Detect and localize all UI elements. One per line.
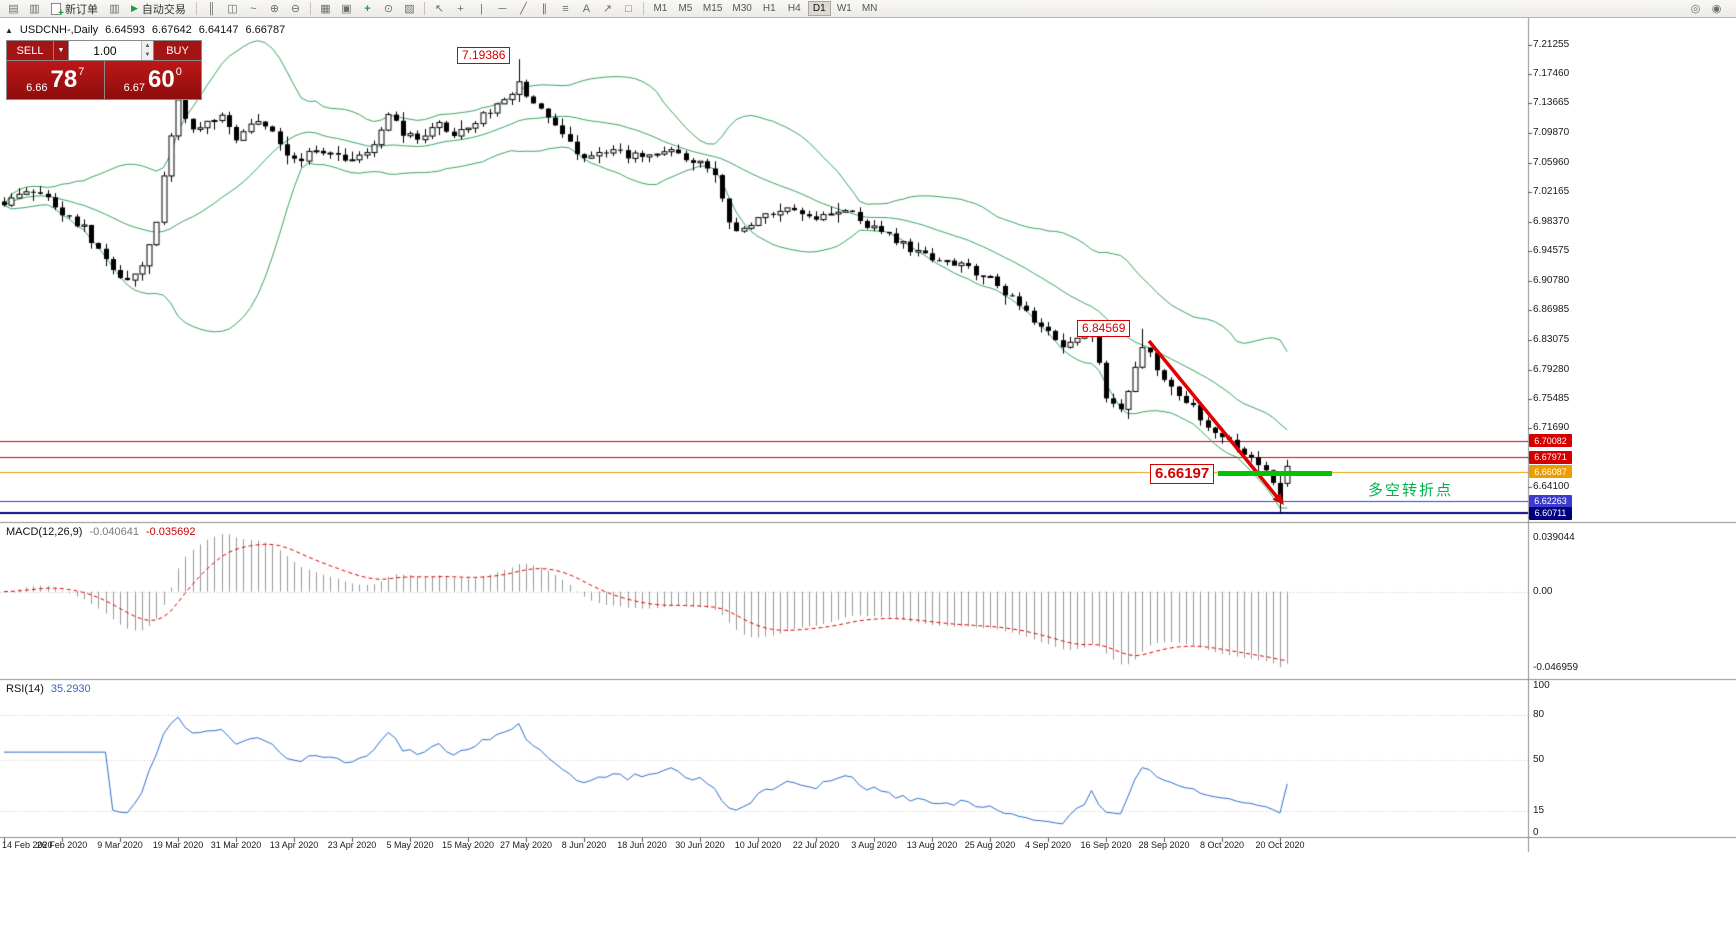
macd-signal-value: -0.035692 bbox=[145, 526, 196, 538]
volume-up-button[interactable]: ▲ bbox=[141, 41, 153, 51]
buy-price-sup: 0 bbox=[175, 66, 182, 78]
buy-price-big: 60 bbox=[148, 66, 175, 93]
buy-price-small: 6.67 bbox=[123, 82, 146, 94]
turning-point-label: 多空转折点 bbox=[1368, 482, 1454, 499]
shapes-icon[interactable]: □ bbox=[625, 2, 632, 15]
fibonacci-icon[interactable]: ≡ bbox=[562, 2, 569, 15]
candlestick-chart-icon[interactable]: ◫ bbox=[227, 3, 238, 15]
sell-price-sup: 7 bbox=[78, 66, 85, 78]
timeframe-h4[interactable]: H4 bbox=[787, 3, 801, 14]
ohlc-high: 6.67642 bbox=[151, 24, 192, 36]
sell-button[interactable]: SELL bbox=[7, 41, 53, 60]
price-annotation-support[interactable]: 6.66197 bbox=[1150, 464, 1215, 484]
cascade-windows-icon[interactable]: ▣ bbox=[341, 3, 352, 15]
crosshair-icon[interactable]: + bbox=[457, 2, 464, 15]
indicators-icon[interactable]: + bbox=[364, 2, 371, 15]
line-chart-icon[interactable]: ~ bbox=[250, 2, 257, 15]
ohlc-open: 6.64593 bbox=[105, 24, 145, 36]
sell-price-button[interactable]: 6.66 78 7 bbox=[7, 61, 104, 99]
cursor-icon[interactable]: ↖ bbox=[434, 3, 445, 15]
timeframe-d1[interactable]: D1 bbox=[807, 1, 831, 16]
rsi-name: RSI(14) bbox=[6, 683, 44, 695]
sell-dropdown-caret[interactable]: ▼ bbox=[53, 41, 68, 60]
one-click-trading-panel: SELL ▼ ▲ ▼ BUY 6.66 78 7 6.67 60 0 bbox=[6, 40, 202, 100]
arrow-tool-icon[interactable]: ↗ bbox=[602, 3, 613, 15]
timeframe-h1[interactable]: H1 bbox=[762, 3, 776, 14]
community-icon[interactable]: ◉ bbox=[1711, 3, 1722, 15]
vertical-line-icon[interactable]: | bbox=[479, 2, 483, 15]
sell-price-big: 78 bbox=[50, 66, 78, 93]
profiles-icon[interactable]: ▥ bbox=[29, 3, 40, 15]
ohlc-close: 6.66787 bbox=[245, 24, 286, 36]
price-annotation-peak[interactable]: 7.19386 bbox=[457, 47, 511, 64]
symbol-title: USDCNH-,Daily bbox=[19, 24, 99, 36]
tile-windows-icon[interactable]: ▦ bbox=[320, 3, 331, 15]
periods-icon[interactable]: ⊙ bbox=[383, 3, 394, 15]
timeframe-m30[interactable]: M30 bbox=[732, 3, 752, 14]
toolbar-separator bbox=[423, 2, 425, 15]
templates-icon[interactable]: ▧ bbox=[404, 3, 415, 15]
horizontal-line-icon[interactable]: ─ bbox=[498, 2, 507, 15]
timeframe-m15[interactable]: M15 bbox=[702, 3, 723, 14]
toolbar-separator bbox=[642, 2, 644, 15]
autotrading-label: 自动交易 bbox=[141, 3, 186, 16]
new-order-icon bbox=[51, 2, 64, 19]
macd-indicator-label: MACD(12,26,9) -0.040641 -0.035692 bbox=[6, 526, 196, 538]
rsi-indicator-label: RSI(14) 35.2930 bbox=[6, 683, 91, 695]
text-icon[interactable]: A bbox=[582, 2, 591, 15]
autotrading-button[interactable]: ▶ 自动交易 bbox=[125, 1, 192, 17]
channel-icon[interactable]: ∥ bbox=[541, 3, 548, 15]
buy-button[interactable]: BUY bbox=[154, 41, 201, 60]
new-order-label: 新订单 bbox=[65, 3, 98, 16]
timeframe-mn[interactable]: MN bbox=[861, 3, 878, 14]
zoom-in-icon[interactable]: ⊕ bbox=[269, 3, 280, 15]
autotrading-play-icon: ▶ bbox=[131, 3, 138, 13]
charts-list-icon[interactable]: ▥ bbox=[109, 3, 120, 15]
ohlc-low: 6.64147 bbox=[198, 24, 239, 36]
sell-price-small: 6.66 bbox=[26, 82, 48, 94]
buy-price-button[interactable]: 6.67 60 0 bbox=[104, 61, 201, 99]
new-chart-icon[interactable]: ▤ bbox=[8, 3, 19, 15]
turning-point-line[interactable] bbox=[1218, 471, 1332, 476]
toolbar-separator bbox=[309, 2, 311, 15]
rsi-value: 35.2930 bbox=[50, 683, 91, 695]
toolbar-separator bbox=[195, 2, 197, 15]
timeframe-m5[interactable]: M5 bbox=[678, 3, 693, 14]
one-click-toggle-icon[interactable]: ▲ bbox=[5, 25, 13, 35]
search-icon[interactable]: ◎ bbox=[1690, 3, 1701, 15]
timeframe-m1[interactable]: M1 bbox=[653, 3, 668, 14]
volume-down-button[interactable]: ▼ bbox=[141, 50, 153, 60]
timeframe-w1[interactable]: W1 bbox=[836, 3, 852, 14]
new-order-button[interactable]: 新订单 bbox=[45, 1, 104, 19]
price-annotation-swing[interactable]: 6.84569 bbox=[1077, 320, 1131, 337]
symbol-info-bar: ▲ USDCNH-,Daily 6.64593 6.67642 6.64147 … bbox=[5, 24, 285, 36]
bar-chart-icon[interactable]: ║ bbox=[207, 2, 216, 15]
toolbar: ▤ ▥ 新订单 ▥ ▶ 自动交易 ║ ◫ ~ ⊕ ⊖ ▦ ▣ + ⊙ ▧ ↖ + | ─ ╱ ∥ ≡ A ↗ □… bbox=[0, 0, 1736, 19]
macd-name: MACD(12,26,9) bbox=[6, 526, 83, 538]
macd-main-value: -0.040641 bbox=[89, 526, 139, 538]
trendline-icon[interactable]: ╱ bbox=[520, 3, 527, 15]
zoom-out-icon[interactable]: ⊖ bbox=[290, 3, 301, 15]
volume-input[interactable] bbox=[69, 41, 141, 60]
